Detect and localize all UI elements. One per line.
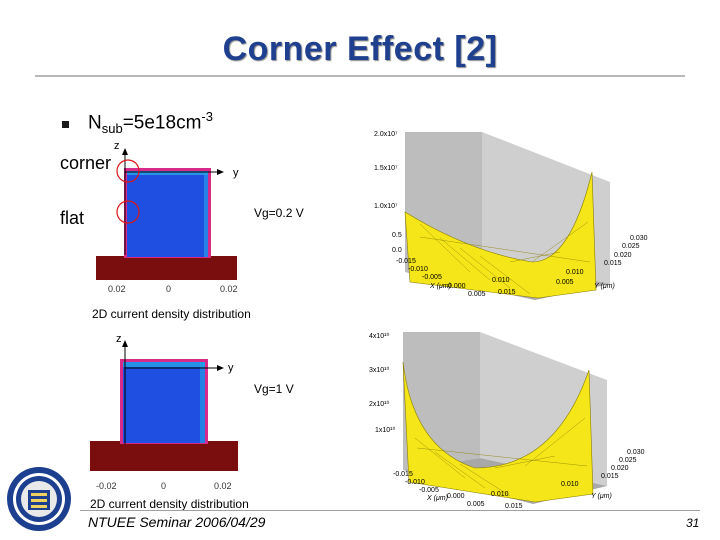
bullet-square-icon xyxy=(62,121,69,128)
sim2-y-label: y xyxy=(228,362,234,374)
doping-label: Nsub=5e18cm-3 xyxy=(88,109,213,136)
corner-marker-circle xyxy=(116,159,140,183)
plot1-ytick-0: 0.030 xyxy=(630,235,648,242)
plot1-mesh xyxy=(419,221,591,295)
title-divider xyxy=(35,75,685,77)
plot2-xtick-3: 0.000 xyxy=(447,493,465,500)
footer-divider xyxy=(80,510,700,511)
sim1-y-label: y xyxy=(233,167,239,179)
plot1-xtick-1: -0.010 xyxy=(408,266,428,273)
sim2-tick-center: 0 xyxy=(161,481,167,491)
plot2-ytick-3: 0.015 xyxy=(601,473,619,480)
fin-top-edge-2 xyxy=(123,362,205,367)
sim2-vg-label: Vg=1 V xyxy=(254,382,294,396)
plot1-xtick-2: -0.005 xyxy=(422,274,442,281)
plot1-xtick-5: 0.010 xyxy=(492,277,510,284)
page-number: 31 xyxy=(686,516,700,530)
sim2-caption: 2D current density distribution xyxy=(90,497,249,511)
plot2-xtick-0: -0.015 xyxy=(393,471,413,478)
plot1-ytick-1: 0.025 xyxy=(622,243,640,250)
slide-title: Corner Effect [2] xyxy=(222,30,498,68)
plot1-xlabel: X (μm) xyxy=(429,283,451,290)
plot1-ztick-2: 1.0x10⁷ xyxy=(374,203,398,210)
fin-top-edge-1 xyxy=(127,171,208,175)
sim1-tick-center: 0 xyxy=(166,284,172,294)
doping-exponent: -3 xyxy=(201,109,213,124)
university-seal-logo xyxy=(7,467,71,531)
plot2-mesh xyxy=(414,417,588,497)
sim1-z-label: z xyxy=(114,140,120,152)
sim1-vg-label: Vg=0.2 V xyxy=(254,206,304,220)
flat-marker-circle xyxy=(116,200,140,224)
sim2-tick-right: 0.02 xyxy=(214,481,232,491)
plot2-ytick-0: 0.030 xyxy=(627,449,645,456)
footer-text: NTUEE Seminar 2006/04/29 xyxy=(88,514,266,530)
fin-side-edge-1 xyxy=(204,171,208,257)
plot1-xtick-0: -0.015 xyxy=(396,258,416,265)
y-arrow-icon xyxy=(217,169,224,175)
plot2-surface xyxy=(402,361,594,503)
plot1-ztick-4: 0.0 xyxy=(392,247,402,254)
plot2-ylabel: Y (μm) xyxy=(591,493,612,500)
plot2-xlabel: X (μm) xyxy=(426,495,448,502)
cross-section-1 xyxy=(96,148,237,280)
sim2-z-label: z xyxy=(116,333,122,345)
plot1-ytick-3: 0.015 xyxy=(604,260,622,267)
sim1-tick-right: 0.02 xyxy=(220,284,238,294)
flat-label: flat xyxy=(60,208,85,228)
plot2-ztick-1: 3x10¹⁰ xyxy=(369,366,390,374)
plot2-xtick-6: 0.015 xyxy=(505,503,523,510)
plot2-xtick-5: 0.010 xyxy=(491,491,509,498)
cross-section-2 xyxy=(90,340,238,471)
plot2-ztick-0: 4x10¹⁰ xyxy=(369,332,390,340)
surface-plot-1: 2.0x10⁷ 1.5x10⁷ 1.0x10⁷ 0.5 0.0 0.030 0.… xyxy=(374,131,648,300)
plot2-ytick-2: 0.020 xyxy=(611,465,629,472)
plot1-ytick-5: 0.005 xyxy=(556,279,574,286)
substrate-2 xyxy=(90,441,238,471)
plot2-ztick-3: 1x10¹⁰ xyxy=(375,426,396,434)
doping-value: =5e18cm xyxy=(122,112,202,134)
fin-side-edge-2 xyxy=(200,362,205,443)
plot2-xtick-2: -0.005 xyxy=(419,487,439,494)
plot1-ytick-2: 0.020 xyxy=(614,252,632,259)
substrate-1 xyxy=(96,256,237,280)
fin-channel-1 xyxy=(127,171,208,257)
fin-channel-2 xyxy=(123,362,205,443)
y-arrow-2-icon xyxy=(217,365,224,371)
plot1-ytick-4: 0.010 xyxy=(566,269,584,276)
plot1-ylabel: Y (μm) xyxy=(594,283,615,290)
plot1-ztick-0: 2.0x10⁷ xyxy=(374,131,398,138)
z-arrow-icon xyxy=(122,148,128,155)
sim2-tick-left: -0.02 xyxy=(96,481,117,491)
plot2-xtick-4: 0.005 xyxy=(467,501,485,508)
doping-subscript: sub xyxy=(101,121,123,137)
plot1-xtick-4: 0.005 xyxy=(468,291,486,298)
sim1-tick-left: 0.02 xyxy=(108,284,126,294)
plot2-ytick-4: 0.010 xyxy=(561,481,579,488)
surface-plot-2: 4x10¹⁰ 3x10¹⁰ 2x10¹⁰ 1x10¹⁰ 0.030 0.025 … xyxy=(369,332,645,510)
sim1-caption: 2D current density distribution xyxy=(92,307,251,321)
plot1-xtick-3: 0.000 xyxy=(448,283,466,290)
plot1-xtick-6: 0.015 xyxy=(498,289,516,296)
doping-symbol: N xyxy=(88,112,102,134)
z-arrow-2-icon xyxy=(122,340,128,347)
plot2-ztick-2: 2x10¹⁰ xyxy=(369,400,390,408)
plot1-ztick-1: 1.5x10⁷ xyxy=(374,165,398,172)
plot2-ytick-1: 0.025 xyxy=(619,457,637,464)
corner-label: corner xyxy=(60,153,112,173)
plot1-ztick-3: 0.5 xyxy=(392,232,402,239)
plot1-surface xyxy=(404,171,597,299)
plot2-xtick-1: -0.010 xyxy=(405,479,425,486)
